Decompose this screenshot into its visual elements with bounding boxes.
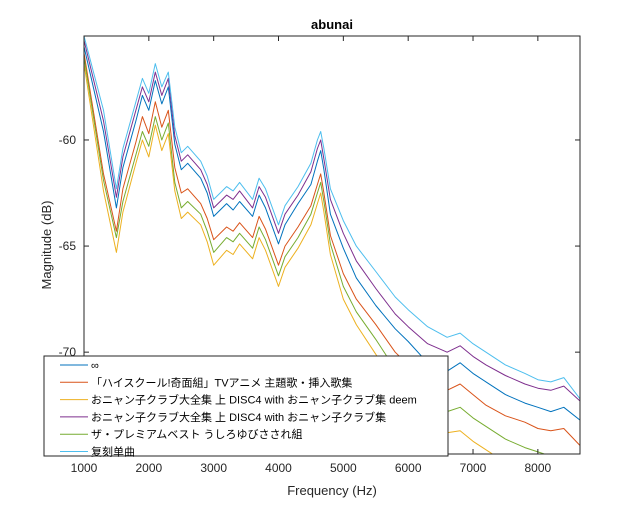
series-group bbox=[84, 36, 580, 454]
chart-title: abunai bbox=[311, 17, 353, 32]
legend-label-3: おニャン子クラブ大全集 上 DISC4 with おニャン子クラブ集 deem bbox=[91, 393, 417, 407]
y-tick-label: -65 bbox=[59, 239, 77, 253]
x-tick-label: 7000 bbox=[460, 461, 487, 475]
legend-label-6: 复刻单曲 bbox=[91, 445, 135, 459]
series-line-3 bbox=[84, 63, 494, 454]
legend-label-5: ザ・プレミアムベスト うしろゆびさされ組 bbox=[91, 428, 303, 441]
x-tick-label: 8000 bbox=[525, 461, 552, 475]
legend-label-4: おニャン子クラブ大全集 上 DISC4 with おニャン子クラブ集 bbox=[91, 410, 386, 424]
x-tick-label: 5000 bbox=[330, 461, 357, 475]
legend-label-1: ∞ bbox=[91, 360, 99, 372]
legend-label-2: 「ハイスクール!奇面組」TVアニメ 主題歌・挿入歌集 bbox=[91, 375, 352, 389]
series-line-1 bbox=[84, 46, 580, 421]
y-tick-label: -60 bbox=[59, 133, 77, 147]
y-axis-label: Magnitude (dB) bbox=[39, 201, 54, 290]
x-tick-label: 2000 bbox=[135, 461, 162, 475]
x-axis-label: Frequency (Hz) bbox=[287, 483, 377, 498]
series-line-5 bbox=[84, 57, 546, 454]
x-tick-label: 6000 bbox=[395, 461, 422, 475]
x-axis: 1000 2000 3000 4000 5000 6000 7000 8000 bbox=[71, 36, 552, 475]
x-tick-label: 1000 bbox=[71, 461, 98, 475]
x-tick-label: 4000 bbox=[265, 461, 292, 475]
series-line-6 bbox=[84, 36, 580, 400]
x-tick-label: 3000 bbox=[200, 461, 227, 475]
series-line-4 bbox=[84, 40, 580, 402]
legend-box bbox=[43, 355, 449, 457]
series-line-2 bbox=[84, 52, 580, 446]
